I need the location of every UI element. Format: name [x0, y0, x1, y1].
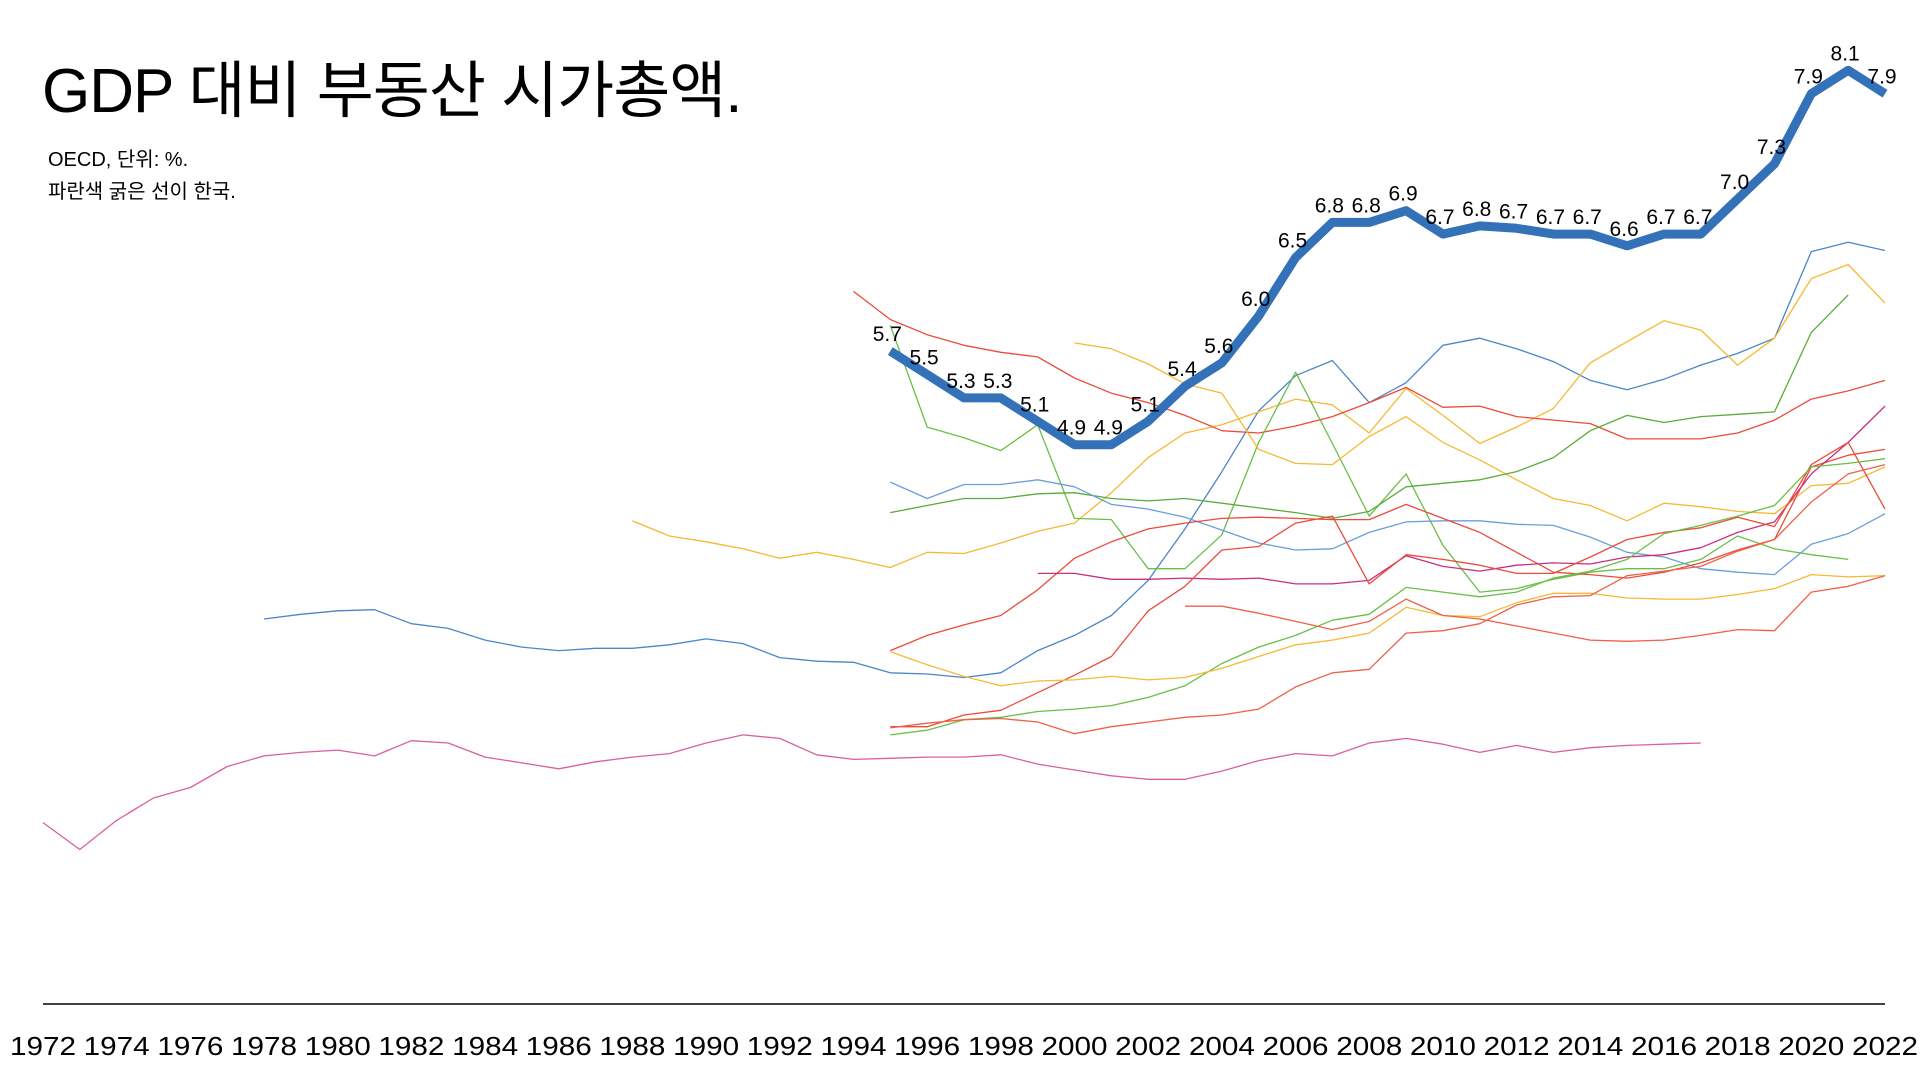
korea-data-label: 5.3 [946, 370, 975, 393]
chart-subtitle-source: OECD, 단위: %. [48, 149, 189, 171]
series-line-9 [1037, 405, 1886, 585]
x-tick-label: 2002 [1115, 1031, 1181, 1061]
x-tick-label: 2022 [1852, 1031, 1918, 1061]
series-line-14 [1185, 575, 1886, 642]
x-tick-label: 2020 [1778, 1031, 1844, 1061]
korea-data-label: 6.7 [1573, 206, 1602, 229]
korea-data-label: 6.7 [1425, 206, 1454, 229]
series-line-12 [890, 573, 1886, 687]
x-tick-label: 2006 [1263, 1031, 1329, 1061]
series-line-0 [42, 734, 1701, 851]
highlight-layer: 5.7 5.5 5.3 5.3 5.1 4.9 4.9 5.1 5.4 5.6 6.0 6.5 6.8 6… [873, 42, 1897, 450]
x-tick-label: 1992 [747, 1031, 813, 1061]
x-tick-label: 1980 [305, 1031, 371, 1061]
korea-data-label: 6.7 [1499, 200, 1528, 223]
x-tick-label: 1984 [452, 1031, 518, 1061]
x-tick-label: 2018 [1705, 1031, 1771, 1061]
x-axis-ticks: 1972 1974 1976 1978 1980 1982 1984 1986 1988 1990… [10, 1031, 1918, 1061]
korea-data-label: 6.5 [1278, 230, 1307, 253]
korea-data-label: 7.3 [1757, 136, 1786, 159]
series-line-4 [889, 325, 1849, 593]
series-layer [42, 241, 1886, 851]
korea-data-label: 6.8 [1315, 194, 1344, 217]
chart-title: GDP 대비 부동산 시가총액. [42, 57, 742, 126]
korea-data-label: 6.7 [1683, 206, 1712, 229]
x-tick-label: 1982 [378, 1031, 444, 1061]
korea-data-label: 7.9 [1867, 66, 1896, 89]
series-line-11 [890, 458, 1886, 736]
korea-data-label: 6.6 [1610, 218, 1639, 241]
korea-data-label: 5.4 [1167, 358, 1197, 381]
x-tick-label: 2008 [1336, 1031, 1402, 1061]
korea-data-label: 7.0 [1720, 171, 1749, 194]
x-tick-label: 2012 [1484, 1031, 1550, 1061]
series-line-1 [263, 241, 1886, 679]
korea-data-label: 5.6 [1204, 335, 1233, 358]
series-line-7 [890, 479, 1886, 576]
x-tick-label: 2004 [1189, 1031, 1255, 1061]
x-tick-label: 1974 [84, 1031, 150, 1061]
korea-data-label: 6.7 [1646, 206, 1675, 229]
x-tick-label: 1996 [894, 1031, 960, 1061]
x-tick-label: 1976 [157, 1031, 223, 1061]
x-tick-label: 1972 [10, 1031, 76, 1061]
korea-data-label: 5.1 [1020, 393, 1049, 416]
korea-data-label: 6.0 [1241, 288, 1270, 311]
korea-data-label: 8.1 [1831, 42, 1860, 65]
series-line-6 [890, 294, 1849, 520]
series-line-3 [853, 290, 1886, 440]
x-tick-label: 1994 [820, 1031, 886, 1061]
chart-subtitle-note: 파란색 굵은 선이 한국. [48, 181, 236, 203]
korea-data-label: 5.5 [910, 347, 939, 370]
korea-data-label: 5.1 [1131, 393, 1160, 416]
series-line-13 [890, 463, 1886, 735]
series-line-10 [890, 441, 1886, 728]
x-tick-label: 2010 [1410, 1031, 1476, 1061]
korea-line [887, 65, 1888, 450]
korea-data-label: 4.9 [1094, 417, 1123, 440]
korea-data-label: 5.7 [873, 323, 902, 346]
x-tick-label: 1990 [673, 1031, 739, 1061]
korea-data-label: 6.7 [1536, 206, 1565, 229]
x-tick-label: 1998 [968, 1031, 1034, 1061]
korea-data-label: 7.9 [1794, 66, 1823, 89]
korea-data-label: 4.9 [1057, 417, 1086, 440]
x-tick-label: 2014 [1557, 1031, 1623, 1061]
series-line-2 [632, 263, 1886, 569]
x-tick-label: 1988 [599, 1031, 665, 1061]
korea-data-label: 6.8 [1352, 194, 1381, 217]
x-tick-label: 1986 [526, 1031, 592, 1061]
x-tick-label: 2000 [1042, 1031, 1108, 1061]
x-tick-label: 2016 [1631, 1031, 1697, 1061]
korea-data-label: 5.3 [983, 370, 1012, 393]
korea-data-label: 6.9 [1388, 183, 1417, 206]
korea-data-label: 6.8 [1462, 198, 1491, 221]
x-tick-label: 1978 [231, 1031, 297, 1061]
